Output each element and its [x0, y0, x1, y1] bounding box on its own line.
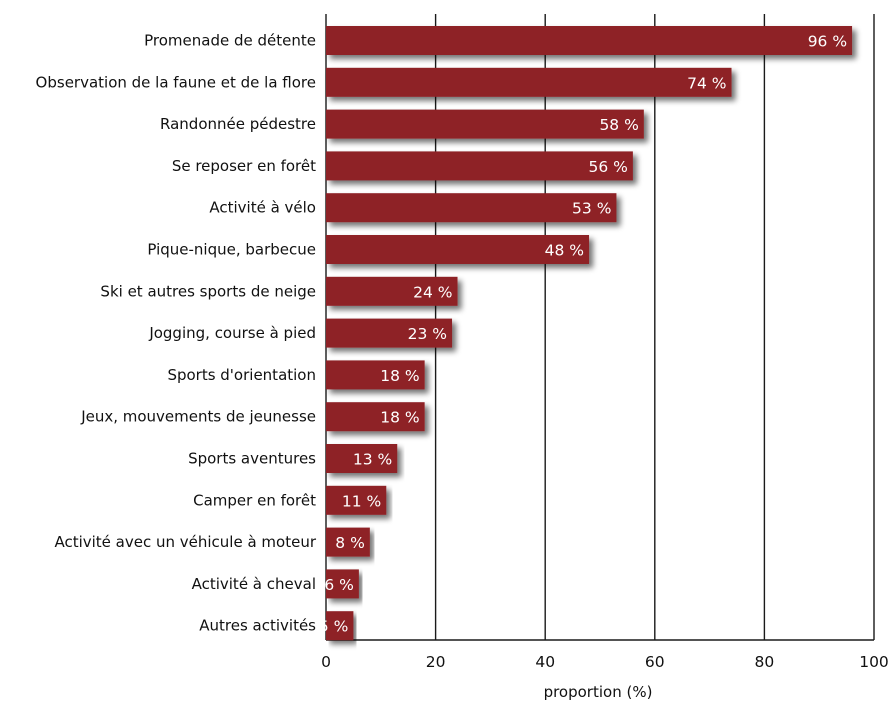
bar: [326, 444, 398, 473]
x-tick-label: 20: [426, 653, 446, 671]
x-tick-labels: 0 20 40 60 80 100: [321, 653, 889, 671]
bar-value-label: 96 %: [808, 33, 847, 51]
bars: 96 % 74 % 58 % 56 % 53 % 48 % 24 % 23 % 18 % 18 %…: [319, 26, 853, 641]
bar: [326, 151, 633, 181]
bar: [326, 318, 453, 348]
bar: [326, 67, 732, 97]
bar: [326, 360, 425, 390]
x-tick-label: 60: [645, 653, 665, 671]
category-label: Sports d'orientation: [167, 366, 316, 384]
bar-value-label: 24 %: [413, 283, 452, 301]
bar-value-label: 48 %: [545, 242, 584, 260]
category-label: Camper en forêt: [193, 491, 316, 509]
bar-value-label: 13 %: [353, 451, 392, 469]
category-label: Jogging, course à pied: [148, 324, 316, 342]
category-label: Activité à cheval: [192, 575, 316, 593]
bar-value-label: 58 %: [599, 116, 638, 134]
bar: [326, 109, 644, 139]
category-label: Promenade de détente: [144, 32, 316, 50]
bar: [326, 235, 590, 264]
category-label: Observation de la faune et de la flore: [36, 73, 316, 91]
bar-value-label: 74 %: [687, 74, 726, 92]
x-axis-title: proportion (%): [544, 683, 653, 701]
category-label: Jeux, mouvements de jeunesse: [80, 408, 316, 426]
bar-value-label: 11 %: [342, 492, 381, 510]
category-label: Autres activités: [199, 617, 316, 635]
bar: [326, 569, 359, 599]
bar-value-label: 8 %: [335, 534, 365, 552]
bar: [326, 276, 458, 306]
bar: [326, 193, 617, 223]
category-label: Ski et autres sports de neige: [100, 282, 316, 300]
bar: [326, 527, 370, 557]
category-label: Se reposer en forêt: [172, 157, 316, 175]
x-tick-label: 100: [859, 653, 889, 671]
category-labels: Promenade de détente Observation de la fa…: [36, 32, 317, 635]
bar-value-label: 6 %: [324, 576, 354, 594]
bar-value-label: 18 %: [380, 367, 419, 385]
bar-value-label: 18 %: [380, 409, 419, 427]
bar: [326, 26, 853, 55]
category-label: Activité à vélo: [209, 199, 316, 217]
category-label: Activité avec un véhicule à moteur: [54, 533, 316, 551]
x-tick-label: 80: [755, 653, 775, 671]
x-tick-label: 40: [535, 653, 555, 671]
category-label: Pique-nique, barbecue: [147, 241, 316, 259]
category-label: Randonnée pédestre: [160, 115, 316, 133]
bar: [326, 402, 425, 432]
bar-value-label: 56 %: [588, 158, 627, 176]
category-label: Sports aventures: [188, 450, 316, 468]
bar-value-label: 5 %: [319, 618, 349, 636]
bar: [326, 485, 387, 515]
x-tick-label: 0: [321, 653, 331, 671]
bar-value-label: 23 %: [408, 325, 447, 343]
bar: [326, 611, 354, 641]
bar-value-label: 53 %: [572, 200, 611, 218]
